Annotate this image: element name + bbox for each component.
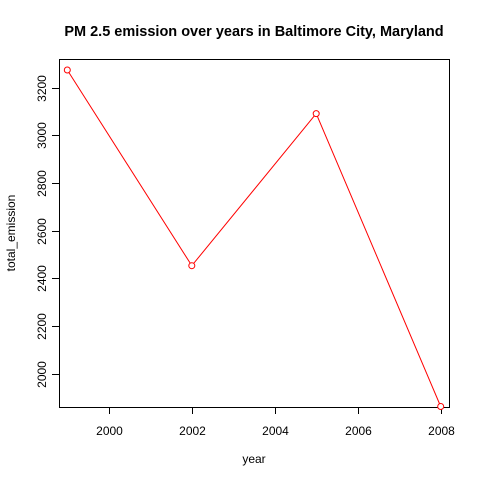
x-tick-label: 2006 (345, 424, 372, 438)
series-line (66, 69, 442, 407)
x-axis: 2000 2002 2004 2006 2008 (96, 407, 455, 438)
chart-title: PM 2.5 emission over years in Baltimore … (64, 24, 443, 40)
x-axis-label: year (242, 452, 265, 466)
data-point (188, 262, 196, 270)
y-tick-label: 2200 (35, 313, 49, 340)
x-tick-label: 2000 (96, 424, 123, 438)
y-tick-label: 2000 (35, 361, 49, 388)
y-tick-label: 3200 (35, 75, 49, 102)
y-axis: 2000 2200 2400 2600 2800 3000 3200 (35, 75, 60, 388)
y-tick-label: 2800 (35, 170, 49, 197)
y-tick-label: 2400 (35, 265, 49, 292)
x-tick-label: 2004 (262, 424, 289, 438)
x-tick-label: 2002 (179, 424, 206, 438)
data-point (437, 403, 445, 410)
y-tick-label: 2600 (35, 218, 49, 245)
data-point (63, 66, 71, 74)
x-tick-label: 2008 (428, 424, 455, 438)
y-tick-label: 3000 (35, 122, 49, 149)
y-axis-label: total_emission (4, 195, 18, 272)
series-layer (63, 66, 445, 410)
data-point (312, 110, 320, 118)
plot-frame (59, 59, 450, 408)
